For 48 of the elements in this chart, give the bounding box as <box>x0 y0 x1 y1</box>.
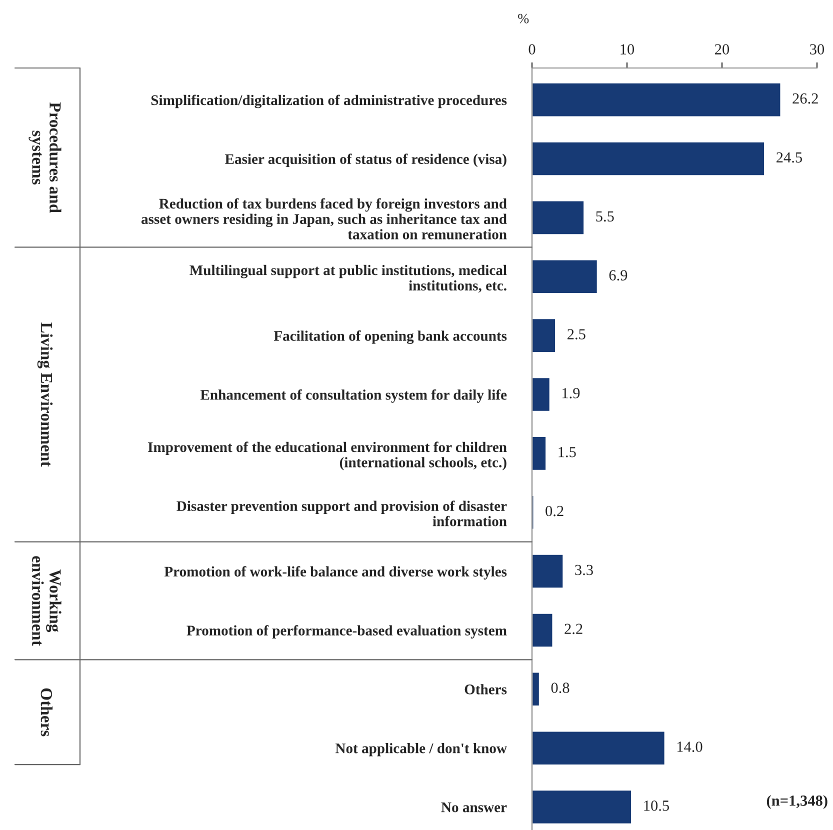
data-label: 5.5 <box>596 211 614 222</box>
bar <box>532 318 556 354</box>
bar <box>532 554 564 590</box>
bar <box>532 82 782 118</box>
y-tick-label: Disaster prevention support and provision of disaster information <box>176 500 507 526</box>
y-tick-label: Promotion of performance-based evaluation system <box>186 625 507 638</box>
data-label: 6.9 <box>609 270 628 281</box>
data-label: 10.5 <box>644 800 669 811</box>
data-label: 26.2 <box>792 93 818 104</box>
y-tick-label: Improvement of the educational environment for children (international schools, etc.) <box>148 442 507 470</box>
data-label: 2.2 <box>564 624 582 634</box>
annotation: (n=1,348) <box>766 795 828 809</box>
text: Living Environment <box>37 322 53 467</box>
x-tick-label: 30 <box>810 44 824 54</box>
data-label: 14.0 <box>677 742 702 752</box>
data-label: 0.8 <box>551 682 570 694</box>
y-tick-label: Others <box>464 684 507 694</box>
y-tick-label: Easier acquisition of status of residence (visa) <box>225 154 506 167</box>
x-axis-title: % <box>518 14 529 24</box>
y-tick-label: No answer <box>441 802 507 812</box>
y-tick-label: Enhancement of consultation system for daily life <box>200 389 507 403</box>
data-label: 2.5 <box>568 329 586 340</box>
bar <box>532 436 547 472</box>
text: Working environment <box>32 556 62 646</box>
bar <box>532 730 666 766</box>
x-tick-label: 10 <box>620 44 634 54</box>
bar <box>532 376 551 412</box>
text: Others <box>40 688 53 736</box>
data-label: 3.3 <box>575 564 593 576</box>
bar <box>532 140 766 177</box>
data-label: 24.5 <box>776 152 802 163</box>
x-tick-label: 20 <box>715 44 730 54</box>
data-label: 0.2 <box>546 506 564 516</box>
y-tick-label: Multilingual support at public institutions, medical institutions, etc. <box>190 264 507 293</box>
bar <box>532 258 598 294</box>
y-tick-label: Not applicable / don't know <box>335 743 507 756</box>
data-label: 1.5 <box>558 447 576 458</box>
bar <box>532 612 554 648</box>
data-label: 1.9 <box>562 388 580 398</box>
x-tick-label: 0 <box>528 44 536 54</box>
y-tick-label: Simplification/digitalization of administrative procedures <box>151 94 507 108</box>
bar <box>532 789 632 825</box>
bar <box>532 671 540 707</box>
y-tick-label: Promotion of work-life balance and diverse work styles <box>164 566 507 580</box>
text: Procedures and systems <box>28 102 62 213</box>
y-tick-label: Facilitation of opening bank accounts <box>274 330 507 344</box>
y-tick-label: Reduction of tax burdens faced by foreign investors and asset owners residing in Japan, such as inheritance tax and taxation on remuneration <box>141 198 507 240</box>
bar <box>532 200 585 236</box>
